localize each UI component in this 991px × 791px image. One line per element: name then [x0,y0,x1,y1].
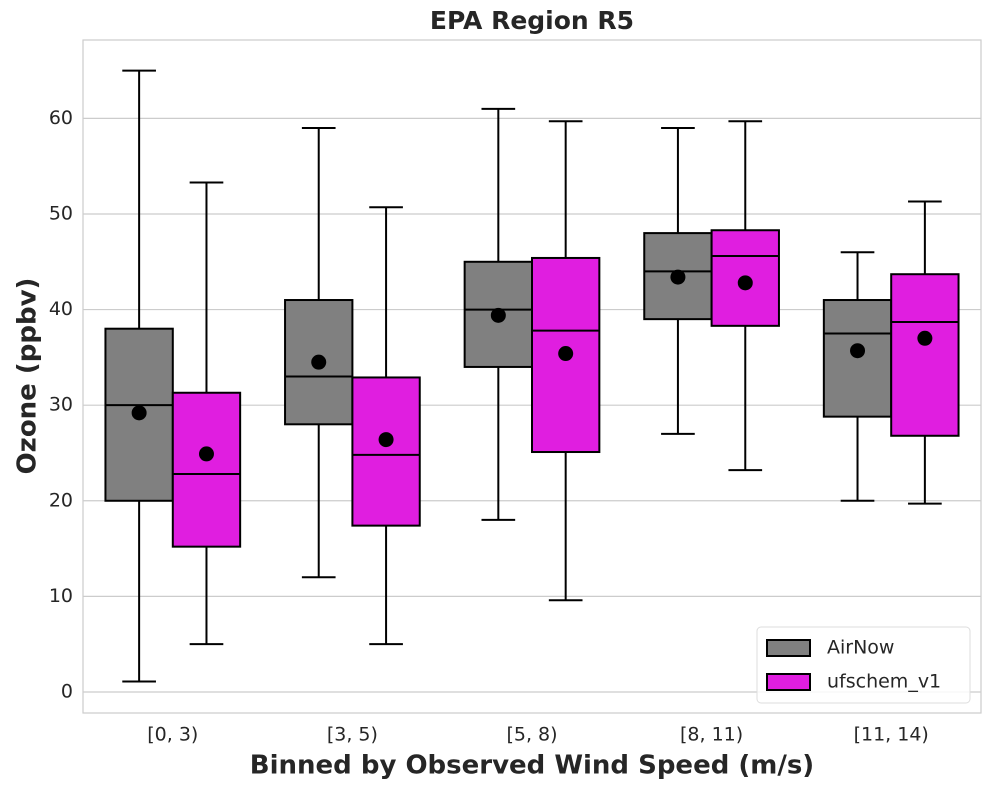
box [351,376,421,527]
legend: AirNow ufschem_v1 [756,626,971,704]
legend-swatch [766,639,811,657]
legend-swatch [766,673,811,691]
mean-marker [558,346,574,362]
legend-label: ufschem_v1 [827,671,941,693]
box [171,391,242,548]
mean-marker [131,405,147,421]
x-tick-label: [8, 11) [680,724,743,746]
x-axis-label: Binned by Observed Wind Speed (m/s) [250,751,814,781]
x-tick-label: [11, 14) [854,724,929,746]
box [890,273,960,437]
box [822,299,893,418]
x-tick-label: [5, 8) [506,724,557,746]
chart-title: EPA Region R5 [430,6,634,35]
mean-marker [670,269,686,285]
y-tick-label: 10 [49,585,73,607]
y-tick-label: 0 [61,680,73,702]
y-tick-label: 60 [49,107,73,129]
mean-marker [378,432,394,448]
y-tick-label: 30 [49,394,73,416]
legend-label: AirNow [827,637,894,659]
mean-marker [737,275,753,291]
mean-marker [917,330,933,346]
x-tick-label: [0, 3) [147,724,198,746]
mean-marker [311,354,327,370]
y-tick-label: 50 [49,202,73,224]
y-axis-label: Ozone (ppbv) [13,278,43,475]
mean-marker [490,307,506,323]
y-tick-label: 40 [49,298,73,320]
y-tick-label: 20 [49,489,73,511]
mean-marker [850,343,866,359]
x-tick-label: [3, 5) [327,724,378,746]
mean-marker [198,446,214,462]
